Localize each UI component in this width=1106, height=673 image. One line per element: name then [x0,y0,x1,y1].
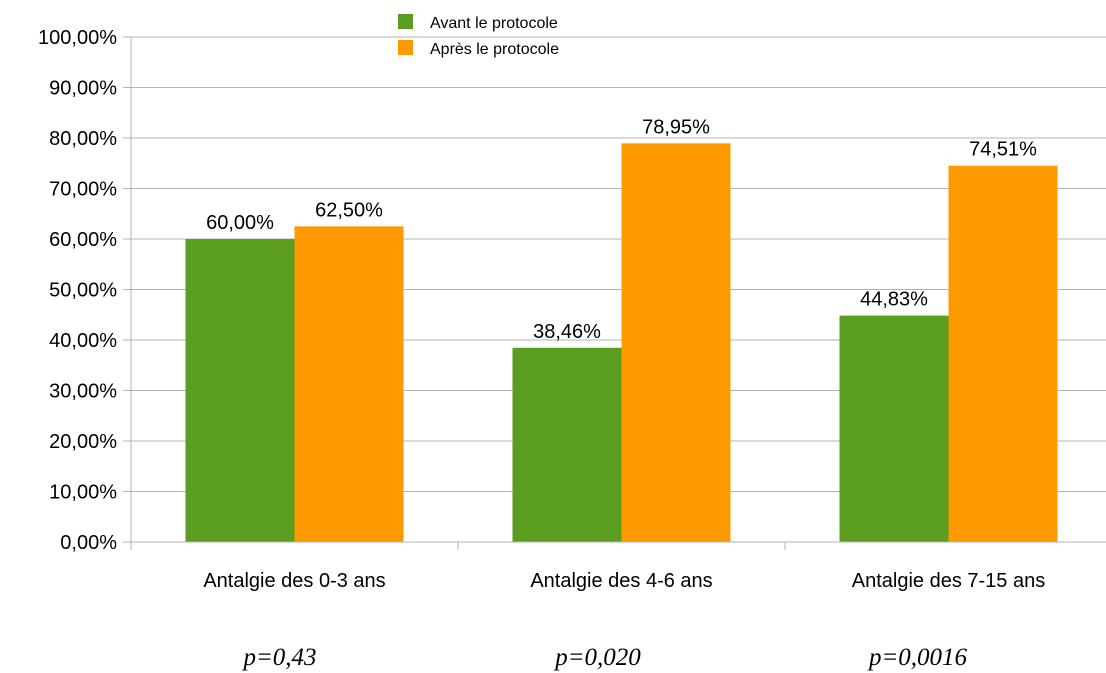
bars [185,143,1058,543]
legend: Avant le protocole Après le protocole [398,14,559,58]
category-labels: Antalgie des 0-3 ans Antalgie des 4-6 ans… [203,570,1045,592]
bar [839,315,949,542]
y-tick-label: 40,00% [49,330,117,352]
p-value-annotations: p=0,43 p=0,020 p=0,0016 [241,644,967,671]
y-tick-label: 20,00% [49,431,117,453]
bar [621,143,731,543]
y-tick-label: 30,00% [49,381,117,403]
legend-label: Après le protocole [430,41,559,58]
data-label: 60,00% [206,212,274,234]
bar [185,239,295,542]
bar [512,347,622,542]
y-tick-label: 90,00% [49,78,117,100]
category-label: Antalgie des 0-3 ans [203,570,385,592]
y-tick-label: 60,00% [49,229,117,251]
bar [294,226,404,542]
y-axis-ticks: 0,00% 10,00% 20,00% 30,00% 40,00% 50,00% 60,00… [38,27,131,554]
data-labels: 60,00% 62,50% 38,46% 78,95% 44,83% 74,51% [206,116,1037,342]
data-label: 78,95% [642,116,710,138]
p-value-label: p=0,020 [553,644,641,671]
category-label: Antalgie des 4-6 ans [530,570,712,592]
data-label: 38,46% [533,321,601,343]
y-tick-label: 70,00% [49,179,117,201]
bar [948,165,1058,543]
y-tick-label: 80,00% [49,128,117,150]
legend-label: Avant le protocole [430,15,558,32]
data-label: 62,50% [315,199,383,221]
y-tick-label: 10,00% [49,482,117,504]
y-tick-label: 100,00% [38,27,117,49]
y-tick-label: 0,00% [60,532,117,554]
data-label: 44,83% [860,289,928,311]
x-axis [130,37,1106,550]
y-tick-label: 50,00% [49,280,117,302]
data-label: 74,51% [969,139,1037,161]
category-label: Antalgie des 7-15 ans [852,570,1045,592]
legend-swatch [398,14,413,29]
p-value-label: p=0,0016 [867,644,968,671]
legend-swatch [398,40,413,55]
p-value-label: p=0,43 [241,644,316,671]
